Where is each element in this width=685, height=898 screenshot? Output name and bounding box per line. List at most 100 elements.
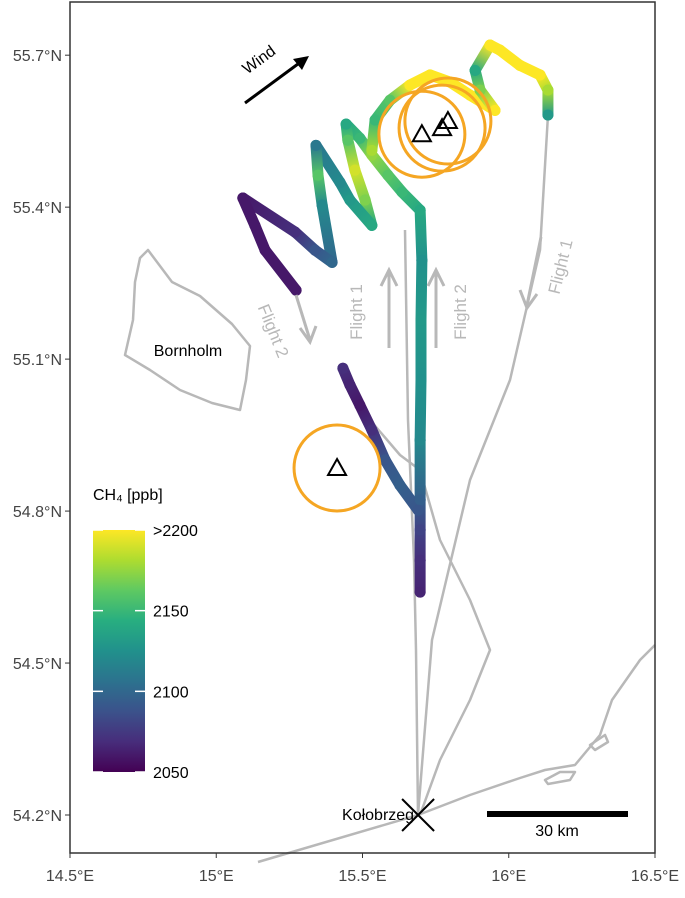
track-point	[484, 39, 496, 51]
track-point	[340, 118, 352, 130]
flight-arrows	[294, 236, 543, 348]
track-point	[542, 109, 554, 121]
track-point	[359, 194, 371, 206]
source-radius	[403, 76, 493, 166]
track-point	[344, 194, 356, 206]
track-point	[514, 59, 526, 71]
track-point	[316, 199, 328, 211]
track-segment	[414, 374, 427, 446]
track-point	[415, 374, 427, 386]
mainland-coast	[257, 644, 656, 864]
source-marker	[437, 109, 459, 130]
track-point	[424, 69, 436, 81]
y-tick-label: 54.2°N	[13, 808, 62, 825]
track-point	[344, 379, 356, 391]
track-point	[354, 399, 366, 411]
flight-route	[416, 114, 550, 816]
island-label: Bornholm	[154, 343, 222, 360]
wind-arrow	[244, 59, 303, 105]
y-tick-label: 55.4°N	[13, 200, 62, 217]
track-segment	[415, 254, 428, 326]
track-point	[382, 169, 394, 181]
colorbar-tick-label: 2050	[153, 765, 189, 782]
track-point	[379, 454, 391, 466]
colorbar-tick-label: >2200	[153, 523, 198, 540]
track-point	[366, 424, 378, 436]
y-tick-label: 54.8°N	[13, 504, 62, 521]
track-segment	[237, 192, 301, 238]
track-point	[489, 104, 501, 116]
source-radius	[292, 423, 382, 513]
x-tick-label: 15°E	[199, 868, 234, 885]
track-point	[349, 164, 361, 176]
source-marker	[326, 456, 348, 477]
track-point	[414, 434, 426, 446]
colorbar-tick-label: 2100	[153, 684, 189, 701]
flight-route	[369, 419, 492, 816]
y-tick-label: 55.1°N	[13, 352, 62, 369]
annotations: Wind Bornholm Flight 2 Flight 1 Flight 2…	[93, 43, 628, 840]
city-marker	[401, 798, 435, 832]
flight-track	[237, 39, 554, 598]
source-marker	[411, 123, 433, 143]
track-point	[414, 204, 426, 216]
x-tick-label: 15.5°E	[338, 868, 386, 885]
track-point	[394, 479, 406, 491]
track-point	[237, 192, 249, 204]
track-point	[396, 186, 408, 198]
track-point	[412, 504, 424, 516]
track-point	[369, 114, 381, 126]
city-label: Kołobrzeg	[342, 807, 414, 824]
track-point	[414, 524, 426, 536]
track-point	[404, 79, 416, 91]
track-segment	[344, 194, 378, 231]
plot-frame	[69, 1, 656, 854]
colorbar-tick-label: 2150	[153, 604, 189, 621]
track-point	[414, 494, 426, 506]
track-point	[366, 144, 378, 156]
track-point	[249, 219, 261, 231]
track-point	[474, 84, 486, 96]
track-point	[337, 362, 349, 374]
track-point	[310, 139, 322, 151]
y-tick-label: 54.5°N	[13, 656, 62, 673]
lagoon-coast	[543, 733, 610, 786]
track-point	[309, 244, 321, 256]
colorbar	[93, 530, 145, 772]
track-point	[326, 256, 338, 268]
source-radius	[397, 83, 487, 173]
x-tick-label: 16.5°E	[631, 868, 679, 885]
track-point	[334, 176, 346, 188]
track-point	[414, 586, 426, 598]
track-point	[469, 64, 481, 76]
flight-label: Flight 2	[451, 284, 470, 340]
flight-label: Flight 1	[347, 284, 366, 340]
x-tick-label: 16°E	[491, 868, 526, 885]
flight-route	[403, 229, 420, 816]
flight-label: Flight 2	[254, 302, 293, 361]
basemap	[123, 114, 656, 864]
colorbar-title: CH₄ [ppb]	[93, 487, 163, 504]
track-point	[342, 134, 354, 146]
track-point	[259, 244, 271, 256]
track-point	[312, 169, 324, 181]
track-segment	[316, 199, 338, 268]
track-segment	[259, 244, 302, 296]
wind-label: Wind	[240, 43, 279, 78]
track-point	[416, 254, 428, 266]
scale-bar-label: 30 km	[535, 823, 579, 840]
y-tick-label: 55.7°N	[13, 48, 62, 65]
x-tick-label: 14.5°E	[46, 868, 94, 885]
track-point	[542, 84, 554, 96]
track-point	[414, 554, 426, 566]
bornholm-coast	[123, 248, 252, 412]
track-segment	[414, 204, 428, 266]
track-point	[290, 284, 302, 296]
track-point	[415, 314, 427, 326]
track-point	[534, 69, 546, 81]
flight-label: Flight 1	[545, 237, 577, 296]
wind-arrowhead	[293, 56, 309, 70]
track-point	[289, 226, 301, 238]
track-point	[354, 132, 366, 144]
